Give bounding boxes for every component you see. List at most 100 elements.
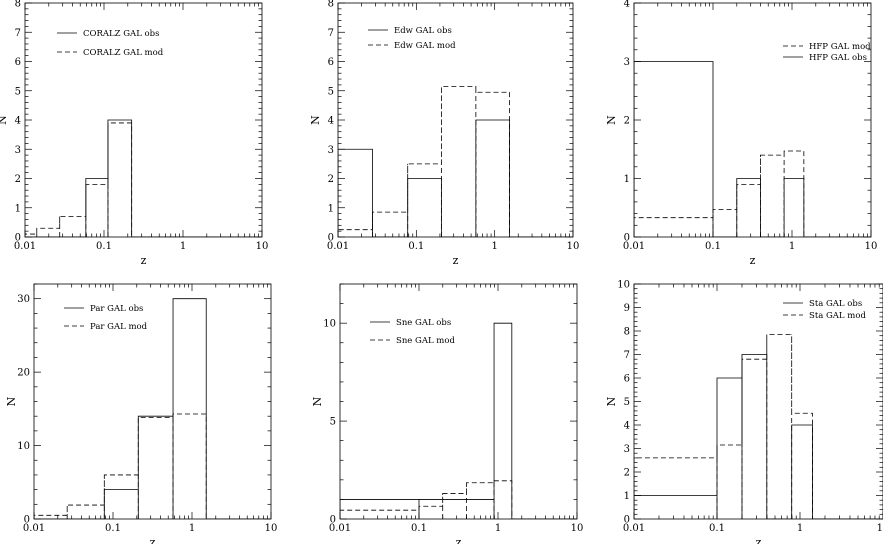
- x-tick-label: 0.01: [14, 241, 36, 252]
- y-tick-label: 0: [624, 233, 630, 244]
- y-tick-label: 4: [328, 116, 334, 127]
- x-tick-label: 0.1: [705, 241, 721, 252]
- x-axis-label: z: [453, 254, 459, 267]
- x-tick-label: 1: [789, 241, 795, 252]
- x-tick-label: 0.01: [623, 241, 645, 252]
- x-axis-label: z: [141, 254, 147, 267]
- y-axis-label: N: [5, 396, 18, 406]
- chart-panel-1: 0.01 0.1 1 10 0 1 2 3 4 5 6 7 8 z N CORALZ GAL obs CORAL…: [0, 0, 268, 267]
- series-1-step-line: [340, 322, 577, 519]
- chart-panel-5: 0.01 0.1 1 10 0 5 10 z N Sne GAL obs Sne GAL mod: [311, 283, 584, 544]
- y-tick-label: 4: [15, 116, 21, 127]
- x-tick-label: 0.1: [105, 523, 121, 534]
- series-1-step-line: [338, 119, 573, 237]
- y-tick-label: 10: [323, 319, 336, 330]
- y-tick-label: 0: [15, 233, 21, 244]
- x-tick-label: 0.1: [709, 523, 725, 534]
- y-tick-label: 8: [328, 0, 334, 10]
- x-tick-label: 1: [495, 523, 501, 534]
- x-tick-label: 0.01: [23, 523, 45, 534]
- y-tick-label: 3: [15, 145, 21, 156]
- y-tick-label: 30: [17, 294, 30, 305]
- y-tick-label: 4: [624, 0, 630, 10]
- legend-label: HFP GAL obs: [809, 53, 867, 63]
- y-tick-label: 8: [15, 0, 21, 10]
- series-1-step-line: [634, 354, 883, 519]
- legend-label: CORALZ GAL obs: [83, 29, 159, 39]
- series-1-step-line: [34, 298, 271, 519]
- y-tick-label: 6: [15, 57, 21, 68]
- x-tick-label: 0.01: [623, 523, 645, 534]
- y-tick-label: 7: [328, 28, 334, 39]
- legend-label: Par GAL mod: [90, 322, 148, 332]
- y-tick-label: 20: [17, 368, 30, 379]
- x-tick-label: 0.01: [329, 523, 351, 534]
- y-tick-label: 2: [624, 468, 630, 479]
- x-tick-label: 0.1: [411, 523, 427, 534]
- y-tick-label: 5: [328, 86, 334, 97]
- y-tick-label: 1: [624, 491, 630, 502]
- legend-label: Sta GAL mod: [809, 311, 866, 321]
- legend-label: Sta GAL obs: [809, 299, 862, 309]
- x-tick-label: 10: [877, 523, 883, 534]
- y-tick-label: 9: [624, 303, 630, 314]
- y-tick-label: 10: [617, 280, 630, 291]
- y-tick-label: 5: [15, 86, 21, 97]
- y-tick-label: 10: [17, 441, 30, 452]
- y-axis-label: N: [0, 115, 9, 125]
- x-tick-label: 10: [865, 241, 878, 252]
- series-2-step-line: [25, 122, 262, 237]
- x-axis-label: z: [750, 254, 756, 267]
- plot-frame: [339, 283, 578, 520]
- y-tick-label: 0: [24, 515, 30, 526]
- x-tick-label: 1: [491, 241, 497, 252]
- y-tick-label: 6: [624, 374, 630, 385]
- x-tick-label: 1: [180, 241, 186, 252]
- x-tick-label: 10: [567, 241, 580, 252]
- y-axis-label: N: [311, 396, 324, 406]
- legend-label: CORALZ GAL mod: [83, 48, 164, 58]
- y-tick-label: 2: [624, 116, 630, 127]
- series-2-step-line: [634, 334, 883, 519]
- legend-label: Edw GAL obs: [394, 26, 452, 36]
- x-tick-label: 0.01: [327, 241, 349, 252]
- y-tick-label: 7: [15, 28, 21, 39]
- y-tick-label: 3: [624, 57, 630, 68]
- y-axis-label: N: [605, 396, 618, 406]
- y-tick-label: 5: [330, 417, 336, 428]
- x-tick-label: 10: [571, 523, 584, 534]
- x-tick-label: 10: [265, 523, 278, 534]
- x-tick-label: 0.1: [96, 241, 112, 252]
- legend-label: Par GAL obs: [90, 304, 143, 314]
- plot-frame: [337, 2, 574, 238]
- y-axis-label: N: [605, 115, 618, 125]
- y-tick-label: 0: [328, 233, 334, 244]
- y-tick-label: 1: [328, 203, 334, 214]
- x-axis-label: z: [150, 536, 156, 544]
- y-tick-label: 8: [624, 327, 630, 338]
- x-axis-label: z: [756, 536, 762, 544]
- chart-panel-4: 0.01 0.1 1 10 0 10 20 30 z N Par GAL obs Par GAL mo…: [5, 283, 278, 544]
- y-tick-label: 7: [624, 350, 630, 361]
- y-tick-label: 3: [624, 444, 630, 455]
- y-tick-label: 0: [624, 515, 630, 526]
- y-tick-label: 2: [328, 174, 334, 185]
- x-tick-label: 0.1: [408, 241, 424, 252]
- y-tick-label: 3: [328, 145, 334, 156]
- legend-label: Sne GAL obs: [396, 318, 451, 328]
- chart-panel-6: 0.01 0.1 1 10 0 1 2 3 4 5 6 7 8 9 10 z N Sta GAL obs Sta G…: [605, 280, 883, 544]
- y-tick-label: 2: [15, 174, 21, 185]
- series-2-step-line: [34, 413, 271, 519]
- y-tick-label: 0: [330, 515, 336, 526]
- series-1-step-line: [634, 150, 871, 237]
- x-tick-label: 10: [256, 241, 269, 252]
- series-2-step-line: [634, 61, 871, 237]
- y-axis-label: N: [309, 115, 322, 125]
- legend-label: Sne GAL mod: [396, 336, 455, 346]
- x-tick-label: 1: [189, 523, 195, 534]
- x-axis-label: z: [456, 536, 462, 544]
- y-tick-label: 1: [624, 174, 630, 185]
- plot-frame: [33, 283, 272, 520]
